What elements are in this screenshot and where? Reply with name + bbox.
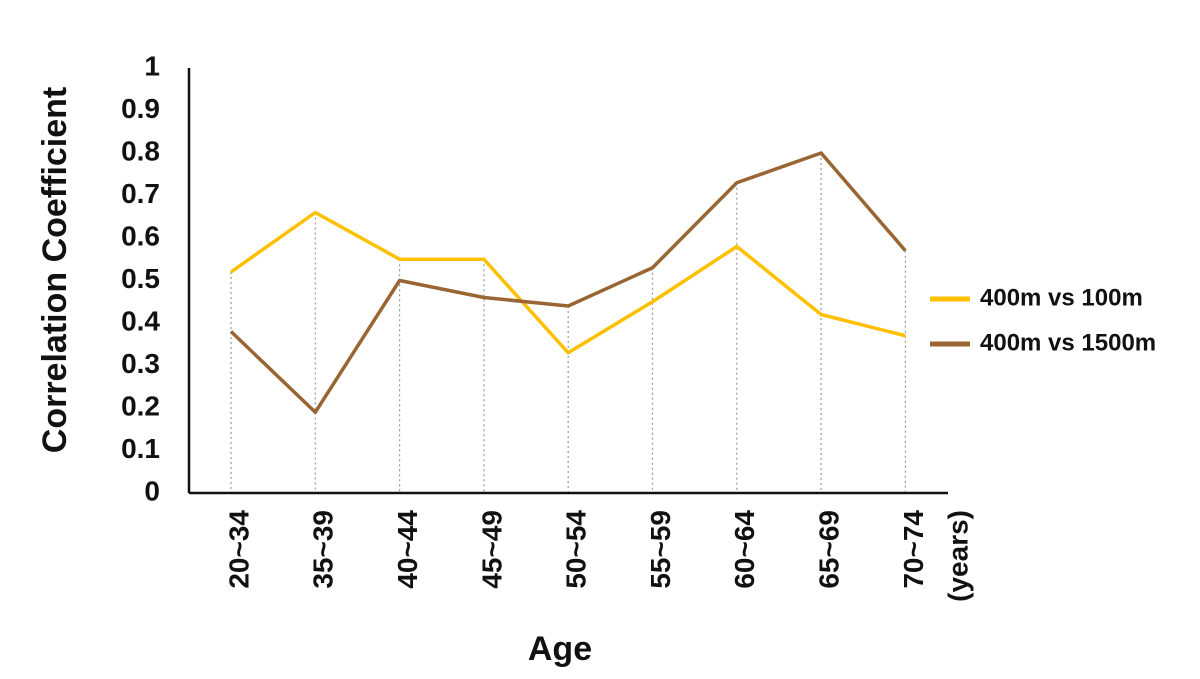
legend-label: 400m vs 100m <box>980 284 1143 311</box>
x-unit-label: (years) <box>942 510 973 602</box>
x-tick-label: 55~59 <box>645 510 676 589</box>
series-line <box>229 210 906 355</box>
x-tick-label: 60~64 <box>729 510 760 589</box>
legend-label: 400m vs 1500m <box>980 329 1156 356</box>
y-tick-labels: 0 0.1 0.2 0.3 0.4 0.5 0.6 0.7 0.8 0.9 1 <box>121 50 160 506</box>
x-tick-label: 45~49 <box>476 510 507 589</box>
y-tick-label: 0.6 <box>121 220 160 251</box>
x-axis-title: Age <box>528 630 592 668</box>
series-lines <box>229 151 907 414</box>
x-tick-label: 40~44 <box>392 510 423 589</box>
x-tick-label: 50~54 <box>561 510 592 589</box>
x-tick-label: 65~69 <box>813 510 844 589</box>
y-tick-label: 0.1 <box>121 433 160 464</box>
y-tick-label: 0.7 <box>121 178 160 209</box>
y-tick-label: 0.8 <box>121 135 160 166</box>
y-tick-label: 0.2 <box>121 390 160 421</box>
x-tick-label: 70~74 <box>898 510 929 589</box>
x-tick-label: 20~34 <box>223 510 254 589</box>
y-tick-label: 1 <box>144 50 160 81</box>
category-drop-lines <box>230 153 907 493</box>
y-tick-label: 0.4 <box>121 305 160 336</box>
y-tick-label: 0.3 <box>121 348 160 379</box>
y-tick-label: 0.9 <box>121 93 160 124</box>
y-tick-label: 0.5 <box>121 263 160 294</box>
x-tick-labels: 20~34 35~39 40~44 45~49 50~54 55~59 60~64 65~69… <box>223 510 928 589</box>
series-line <box>229 151 907 414</box>
legend: 400m vs 100m 400m vs 1500m <box>930 284 1156 356</box>
y-tick-label: 0 <box>144 475 160 506</box>
y-axis-title: Correlation Coefficient <box>36 87 74 453</box>
x-tick-label: 35~39 <box>308 510 339 589</box>
